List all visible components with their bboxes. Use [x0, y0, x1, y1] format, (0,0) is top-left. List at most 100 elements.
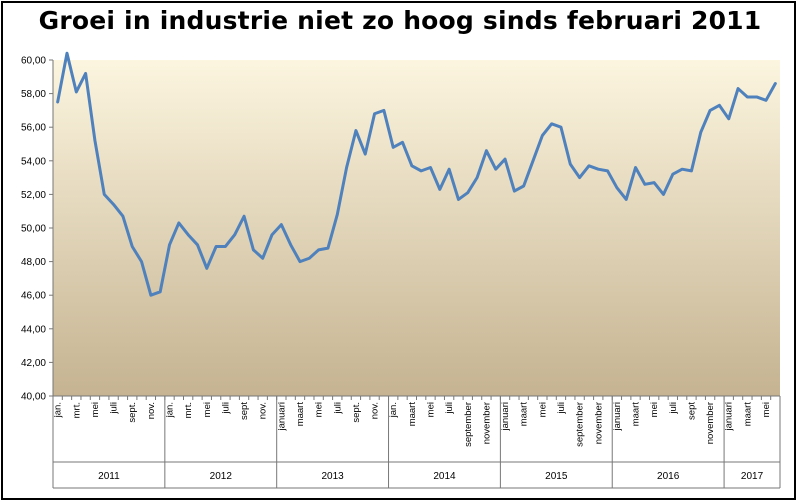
y-axis-ticks: 40,00 42,00 44,00 46,00 48,00 50,00 52,00 54,00…: [21, 56, 53, 403]
x-tick-label: mei: [314, 402, 325, 417]
x-tick-label: jan.: [165, 402, 176, 418]
data-point: [336, 213, 339, 216]
data-point: [233, 233, 236, 236]
chart-title: Groei in industrie niet zo hoog sinds fe…: [38, 6, 762, 35]
data-point: [662, 193, 665, 196]
series-line: [56, 51, 777, 297]
data-point: [392, 146, 395, 149]
x-tick-label: juli: [109, 402, 120, 415]
data-point: [503, 157, 507, 161]
data-point: [438, 188, 441, 191]
data-point: [345, 166, 348, 169]
x-tick-label: mrt.: [183, 402, 194, 418]
data-point: [680, 168, 684, 171]
x-tick-label: januari: [500, 402, 511, 432]
plot-area: [53, 60, 780, 396]
x-tick-label: mei: [649, 402, 660, 417]
data-point: [364, 152, 367, 156]
x-tick-label: maart: [742, 402, 753, 427]
data-point: [699, 131, 702, 134]
data-point: [298, 260, 302, 263]
x-tick-label: sept: [239, 402, 250, 420]
x-tick-label: november: [481, 402, 492, 444]
x-tick-label: juli: [444, 402, 455, 415]
x-tick-label: mei: [537, 402, 548, 417]
x-tick-label: sept: [686, 402, 697, 420]
data-point: [65, 52, 69, 55]
x-tick-label: jan.: [388, 402, 399, 418]
data-point: [177, 221, 181, 225]
x-tick-label: nov.: [146, 402, 157, 419]
x-tick-label: jan.: [53, 402, 64, 418]
data-point: [569, 162, 572, 166]
data-point: [550, 122, 553, 126]
data-point: [270, 233, 274, 236]
data-point: [597, 168, 600, 171]
data-point: [606, 169, 609, 173]
data-point: [112, 203, 115, 206]
x-tick-label: juli: [556, 402, 567, 415]
data-point: [214, 245, 218, 248]
data-point: [140, 260, 143, 263]
x-tick-label: mei: [425, 402, 436, 417]
x-axis-ticks: jan. mrt. mei juli sept. nov. jan. mrt. mei juli s…: [52, 396, 781, 447]
y-tick-label: 46,00: [21, 291, 46, 302]
data-point: [168, 243, 171, 246]
data-point: [634, 166, 637, 169]
y-tick-label: 40,00: [21, 392, 46, 403]
data-point: [196, 243, 199, 246]
y-tick-label: 48,00: [21, 257, 46, 268]
data-point: [755, 95, 758, 99]
data-point: [280, 223, 283, 226]
data-point: [326, 246, 330, 250]
data-point: [559, 126, 563, 129]
data-point: [494, 168, 497, 171]
data-point: [457, 198, 460, 201]
y-tick-label: 54,00: [21, 156, 46, 167]
x-tick-label: januari: [612, 402, 623, 432]
x-tick-label: maart: [295, 402, 306, 427]
y-tick-label: 60,00: [21, 56, 46, 67]
x-tick-label: januari: [276, 402, 287, 432]
data-point: [186, 233, 190, 236]
series-points: [56, 52, 777, 297]
data-point: [587, 164, 591, 168]
data-point: [485, 149, 488, 152]
data-point: [746, 95, 749, 99]
data-point: [578, 176, 581, 179]
data-point: [625, 198, 628, 201]
data-point: [354, 129, 358, 132]
data-point: [708, 109, 712, 112]
x-tick-label: sept.: [127, 402, 138, 423]
year-label: 2011: [98, 471, 120, 482]
x-tick-label: juli: [332, 402, 343, 415]
data-point: [727, 117, 730, 121]
x-tick-label: september: [575, 402, 586, 447]
data-point: [643, 183, 647, 186]
x-tick-label: november: [593, 402, 604, 444]
x-tick-label: maart: [407, 402, 418, 427]
x-tick-label: sept.: [351, 402, 362, 423]
data-point: [242, 215, 246, 218]
y-tick-label: 58,00: [21, 89, 46, 100]
year-label: 2012: [210, 471, 233, 482]
data-point: [75, 90, 78, 94]
data-point: [615, 186, 619, 189]
data-point: [401, 141, 404, 144]
year-label: 2015: [545, 471, 568, 482]
data-point: [513, 189, 516, 193]
x-tick-label: januari: [724, 402, 735, 432]
data-point: [410, 164, 414, 168]
data-point: [522, 184, 525, 188]
data-point: [289, 243, 292, 246]
data-point: [429, 166, 432, 169]
data-point: [56, 100, 59, 104]
data-point: [671, 173, 675, 176]
data-point: [149, 294, 153, 297]
data-point: [205, 267, 208, 270]
x-tick-label: maart: [519, 402, 530, 427]
data-point: [690, 169, 693, 173]
data-point: [103, 193, 106, 196]
data-point: [475, 176, 479, 179]
